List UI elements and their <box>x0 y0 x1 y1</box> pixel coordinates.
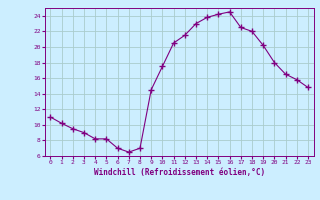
X-axis label: Windchill (Refroidissement éolien,°C): Windchill (Refroidissement éolien,°C) <box>94 168 265 177</box>
